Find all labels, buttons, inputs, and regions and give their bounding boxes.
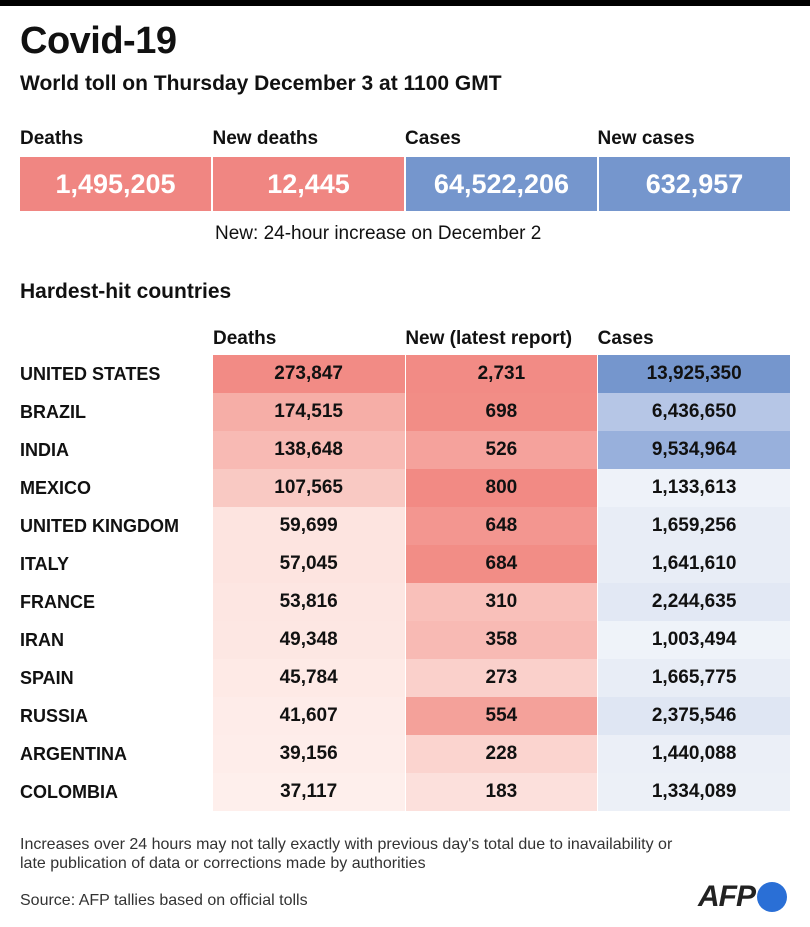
new-cell: 310 bbox=[405, 583, 598, 621]
table-row: MEXICO 107,565 800 1,133,613 bbox=[20, 469, 790, 507]
cases-cell: 1,440,088 bbox=[598, 735, 790, 773]
page-title: Covid-19 bbox=[20, 20, 177, 62]
deaths-cell: 49,348 bbox=[212, 621, 405, 659]
summary-label-cases: Cases bbox=[405, 128, 461, 149]
new-cell: 648 bbox=[405, 507, 598, 545]
footnote: Increases over 24 hours may not tally ex… bbox=[20, 836, 673, 872]
countries-table: UNITED STATES 273,847 2,731 13,925,350 BRAZI… bbox=[20, 355, 790, 811]
table-row: ARGENTINA 39,156 228 1,440,088 bbox=[20, 735, 790, 773]
country-name: MEXICO bbox=[20, 478, 92, 498]
summary-labels: Deaths New deaths Cases New cases bbox=[20, 128, 790, 150]
summary-note: New: 24-hour increase on December 2 bbox=[215, 223, 542, 244]
deaths-cell: 45,784 bbox=[212, 659, 405, 697]
summary-value-cases: 64,522,206 bbox=[406, 157, 597, 211]
new-cell: 684 bbox=[405, 545, 598, 583]
header-new: New (latest report) bbox=[405, 328, 573, 349]
new-cell: 554 bbox=[405, 697, 598, 735]
deaths-cell: 138,648 bbox=[212, 431, 405, 469]
new-cell: 358 bbox=[405, 621, 598, 659]
country-name: BRAZIL bbox=[20, 402, 86, 422]
new-cell: 698 bbox=[405, 393, 598, 431]
deaths-cell: 41,607 bbox=[212, 697, 405, 735]
country-name: ITALY bbox=[20, 554, 70, 574]
table-row: UNITED STATES 273,847 2,731 13,925,350 bbox=[20, 355, 790, 393]
page-subtitle: World toll on Thursday December 3 at 110… bbox=[20, 72, 502, 95]
country-name: RUSSIA bbox=[20, 706, 89, 726]
deaths-cell: 37,117 bbox=[212, 773, 405, 811]
summary-label-new-cases: New cases bbox=[597, 128, 695, 149]
summary-label-deaths: Deaths bbox=[20, 128, 84, 149]
cases-cell: 1,133,613 bbox=[598, 469, 790, 507]
table-row: FRANCE 53,816 310 2,244,635 bbox=[20, 583, 790, 621]
new-cell: 183 bbox=[405, 773, 598, 811]
table-row: UNITED KINGDOM 59,699 648 1,659,256 bbox=[20, 507, 790, 545]
cases-cell: 1,003,494 bbox=[598, 621, 790, 659]
deaths-cell: 107,565 bbox=[212, 469, 405, 507]
table-header: Deaths New (latest report) Cases bbox=[213, 328, 790, 350]
cases-cell: 1,665,775 bbox=[598, 659, 790, 697]
new-cell: 2,731 bbox=[405, 355, 598, 393]
new-cell: 526 bbox=[405, 431, 598, 469]
summary-label-new-deaths: New deaths bbox=[212, 128, 319, 149]
cases-cell: 9,534,964 bbox=[598, 431, 790, 469]
deaths-cell: 53,816 bbox=[212, 583, 405, 621]
country-name: UNITED KINGDOM bbox=[20, 516, 179, 536]
table-row: SPAIN 45,784 273 1,665,775 bbox=[20, 659, 790, 697]
table-row: ITALY 57,045 684 1,641,610 bbox=[20, 545, 790, 583]
new-cell: 800 bbox=[405, 469, 598, 507]
cases-cell: 13,925,350 bbox=[598, 355, 790, 393]
country-name: ARGENTINA bbox=[20, 744, 127, 764]
summary-values: 1,495,205 12,445 64,522,206 632,957 bbox=[20, 157, 790, 211]
deaths-cell: 174,515 bbox=[212, 393, 405, 431]
globe-icon bbox=[757, 882, 787, 912]
new-cell: 273 bbox=[405, 659, 598, 697]
top-border bbox=[0, 0, 810, 6]
country-name: INDIA bbox=[20, 440, 69, 460]
table-row: RUSSIA 41,607 554 2,375,546 bbox=[20, 697, 790, 735]
table-row: INDIA 138,648 526 9,534,964 bbox=[20, 431, 790, 469]
deaths-cell: 57,045 bbox=[212, 545, 405, 583]
country-name: UNITED STATES bbox=[20, 364, 161, 384]
table-row: IRAN 49,348 358 1,003,494 bbox=[20, 621, 790, 659]
afp-logo: AFP bbox=[698, 880, 787, 914]
source-note: Source: AFP tallies based on official to… bbox=[20, 892, 308, 909]
deaths-cell: 59,699 bbox=[212, 507, 405, 545]
cases-cell: 1,334,089 bbox=[598, 773, 790, 811]
summary-value-new-cases: 632,957 bbox=[599, 157, 790, 211]
country-name: SPAIN bbox=[20, 668, 74, 688]
section-title: Hardest-hit countries bbox=[20, 280, 232, 303]
country-name: COLOMBIA bbox=[20, 782, 118, 802]
logo-text: AFP bbox=[698, 880, 756, 913]
cases-cell: 2,244,635 bbox=[598, 583, 790, 621]
summary-value-deaths: 1,495,205 bbox=[20, 157, 211, 211]
new-cell: 228 bbox=[405, 735, 598, 773]
cases-cell: 1,659,256 bbox=[598, 507, 790, 545]
table-row: COLOMBIA 37,117 183 1,334,089 bbox=[20, 773, 790, 811]
summary-value-new-deaths: 12,445 bbox=[213, 157, 404, 211]
country-name: FRANCE bbox=[20, 592, 95, 612]
cases-cell: 1,641,610 bbox=[598, 545, 790, 583]
deaths-cell: 39,156 bbox=[212, 735, 405, 773]
cases-cell: 6,436,650 bbox=[598, 393, 790, 431]
header-deaths: Deaths bbox=[213, 328, 277, 349]
table-row: BRAZIL 174,515 698 6,436,650 bbox=[20, 393, 790, 431]
cases-cell: 2,375,546 bbox=[598, 697, 790, 735]
header-cases: Cases bbox=[597, 328, 654, 349]
deaths-cell: 273,847 bbox=[212, 355, 405, 393]
country-name: IRAN bbox=[20, 630, 64, 650]
